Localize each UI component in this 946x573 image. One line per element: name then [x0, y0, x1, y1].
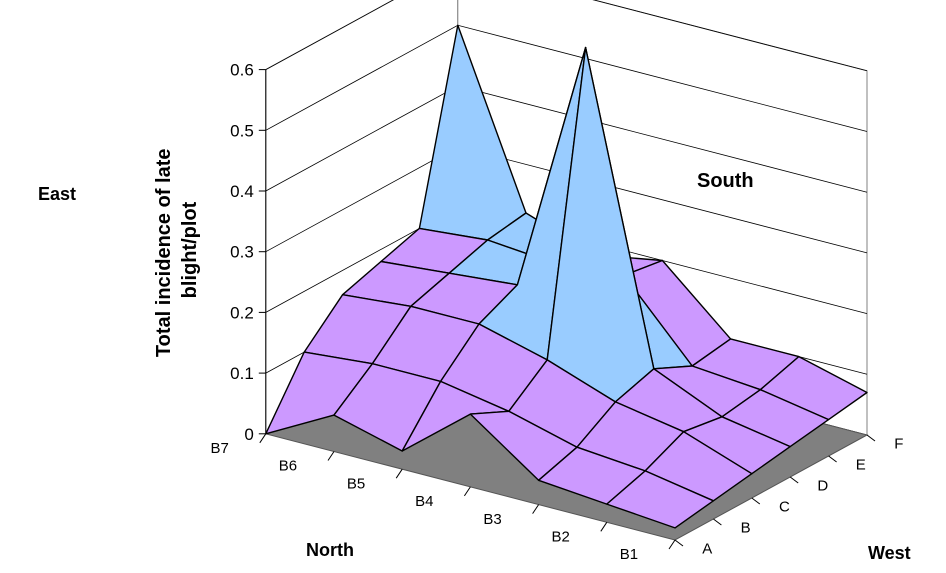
col-tick-mark [713, 518, 722, 526]
row-tick-mark [259, 433, 267, 444]
col-tick-label: D [817, 478, 828, 495]
south-label: South [697, 170, 754, 192]
row-tick-label: B1 [620, 546, 638, 563]
z-axis-title-line-1: Total incidence of late [153, 149, 175, 358]
east-label: East [38, 184, 76, 204]
row-tick-label: B7 [211, 440, 229, 457]
z-tick-label: 0 [244, 425, 253, 444]
row-tick-label: B4 [415, 493, 433, 510]
z-tick-label: 0.3 [230, 243, 254, 262]
z-tick-label: 0.2 [230, 303, 254, 322]
row-tick-label: B3 [483, 511, 501, 528]
row-tick-mark [395, 468, 403, 479]
z-tick-label: 0.1 [230, 364, 254, 383]
col-tick-label: B [741, 520, 751, 537]
row-tick-mark [532, 504, 540, 514]
col-tick-mark [866, 434, 876, 442]
z-tick-label: 0.4 [230, 182, 254, 201]
col-tick-label: A [702, 541, 712, 558]
axis-ticks: 0 0.1 0.2 0.3 0.4 0.5 0.6 B1 B2 B3 B4 B5 B6 B7 A B C D E F [211, 61, 904, 564]
row-tick-mark [463, 486, 471, 497]
row-tick-label: B6 [279, 458, 297, 475]
col-tick-mark [674, 539, 684, 547]
z-tick-label: 0.5 [230, 121, 254, 140]
z-axis-title: Total incidence of late blight/plot [153, 143, 201, 357]
row-tick-label: B2 [552, 528, 570, 545]
row-tick-mark [668, 539, 676, 550]
z-gridline [265, 0, 868, 72]
col-tick-mark [828, 455, 837, 463]
row-tick-mark [600, 522, 608, 532]
surface-plot [265, 24, 868, 529]
col-tick-label: C [779, 499, 790, 516]
row-tick-mark [327, 451, 335, 461]
z-axis-title-line-2: blight/plot [179, 201, 201, 298]
col-tick-label: F [894, 436, 903, 453]
col-tick-mark [751, 497, 761, 505]
surface-cell [606, 470, 715, 529]
col-tick-label: E [856, 457, 866, 474]
row-tick-label: B5 [347, 475, 365, 492]
west-label: West [868, 543, 911, 563]
z-tick-label: 0.6 [230, 61, 254, 80]
north-label: North [306, 540, 354, 560]
col-tick-mark [789, 476, 799, 484]
